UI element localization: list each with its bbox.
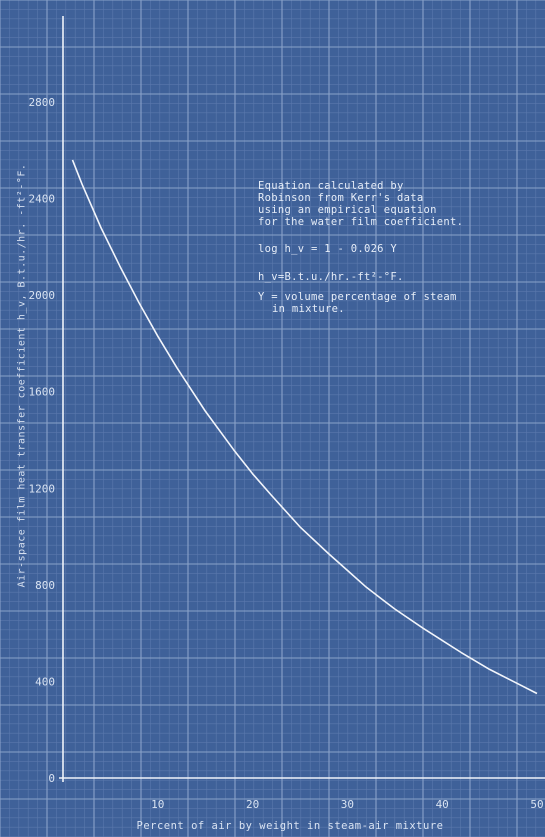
annotation-line-3: using an empirical equation [258, 204, 437, 216]
annotation-line-1: Equation calculated by [258, 180, 404, 192]
x-tick-label: 50 [530, 798, 543, 811]
data-series [71, 159, 538, 695]
y-axis-label: Air-space film heat transfer coefficient… [16, 163, 28, 588]
x-tick-label: 30 [341, 798, 354, 811]
series-line [71, 159, 538, 695]
y-tick-label: 2800 [29, 96, 56, 109]
x-axis-label: Percent of air by weight in steam-air mi… [136, 820, 444, 832]
axes [59, 16, 545, 782]
annotation-line-4: for the water film coefficient. [258, 216, 464, 228]
y-tick-label: 1600 [29, 386, 56, 399]
y-tick-label: 2000 [29, 289, 56, 302]
y-tick-label: 0 [48, 772, 55, 785]
y-tick-label: 800 [35, 579, 55, 592]
x-tick-label: 20 [246, 798, 259, 811]
annotation-line-2: Robinson from Kerr's data [258, 192, 424, 204]
y-tick-label: 2400 [29, 193, 56, 206]
y-tick-label: 400 [35, 675, 55, 688]
annotation-y-definition-cont: in mixture. [272, 303, 345, 315]
annotation-units: h_v=B.t.u./hr.-ft²-°F. [258, 271, 404, 283]
y-tick-label: 1200 [29, 482, 56, 495]
annotation-equation: log h_v = 1 - 0.026 Y [258, 243, 398, 255]
x-tick-label: 40 [436, 798, 449, 811]
annotation-y-definition: Y = volume percentage of steam [258, 291, 457, 303]
x-tick-label: 10 [151, 798, 164, 811]
tick-labels: 0 400 800 1200 1600 2000 2400 2800 10 20 30 40 50 [29, 96, 544, 811]
